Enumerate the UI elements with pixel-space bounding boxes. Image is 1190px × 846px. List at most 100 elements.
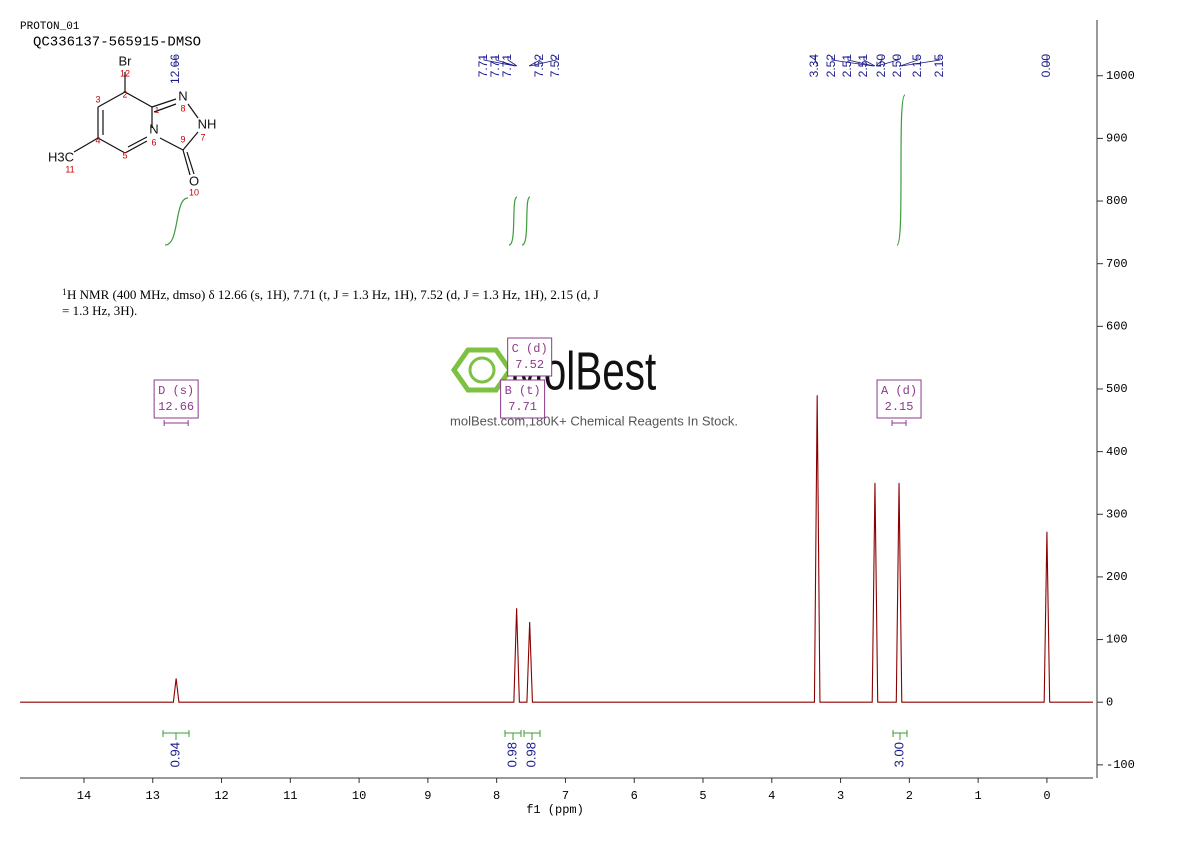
x-tick-label: 5 bbox=[699, 789, 706, 803]
peak-label: 7.52 bbox=[532, 54, 546, 78]
y-tick-label: 500 bbox=[1106, 382, 1128, 396]
x-tick-label: 12 bbox=[214, 789, 228, 803]
atom-label: 6 bbox=[151, 137, 156, 147]
multiplet-shift: 7.71 bbox=[508, 400, 537, 414]
peak-label: 7.71 bbox=[488, 54, 502, 78]
integral-label: 3.00 bbox=[891, 742, 906, 767]
peak-leader bbox=[814, 56, 819, 67]
sample-name: QC336137-565915-DMSO bbox=[33, 35, 201, 51]
peak-leader bbox=[495, 56, 517, 67]
atom-label: 7 bbox=[200, 132, 205, 142]
multiplet-shift: 2.15 bbox=[885, 400, 914, 414]
x-tick-label: 1 bbox=[975, 789, 982, 803]
atom-label: 12 bbox=[120, 68, 130, 78]
multiplet-label: B (t) bbox=[505, 384, 541, 398]
y-tick-label: 400 bbox=[1106, 445, 1128, 459]
atom-label: Br bbox=[119, 53, 133, 68]
x-tick-label: 11 bbox=[283, 789, 297, 803]
x-tick-label: 10 bbox=[352, 789, 366, 803]
y-tick-label: 300 bbox=[1106, 507, 1128, 521]
atom-label: N bbox=[178, 88, 187, 103]
peak-label: 2.15 bbox=[910, 54, 924, 78]
peak-leader bbox=[876, 56, 899, 67]
multiplet-box bbox=[500, 379, 546, 419]
integral-range bbox=[892, 730, 908, 740]
y-tick-label: 800 bbox=[1106, 194, 1128, 208]
atom-label: 10 bbox=[189, 187, 199, 197]
peak-leader bbox=[528, 56, 541, 67]
spectrum bbox=[20, 395, 1093, 703]
peak-label: 2.15 bbox=[932, 54, 946, 78]
integral-label: 0.98 bbox=[523, 742, 538, 767]
peak-leader bbox=[899, 56, 919, 67]
atom-label: 3 bbox=[95, 94, 100, 104]
multiplet-box bbox=[507, 337, 553, 377]
watermark-logo bbox=[450, 347, 514, 393]
x-tick-label: 2 bbox=[906, 789, 913, 803]
x-tick-label: 6 bbox=[631, 789, 638, 803]
peak-leader bbox=[483, 56, 516, 67]
atom-label: 8 bbox=[180, 103, 185, 113]
x-tick-label: 13 bbox=[146, 789, 160, 803]
integral-range bbox=[162, 730, 190, 740]
peak-label: 2.50 bbox=[890, 54, 904, 78]
atom-label: H3C bbox=[48, 149, 74, 164]
atom-label: 9 bbox=[180, 134, 185, 144]
atom-label: NH bbox=[198, 116, 217, 131]
y-tick-label: 900 bbox=[1106, 132, 1128, 146]
multiplet-label: A (d) bbox=[881, 384, 917, 398]
peak-label: 7.71 bbox=[476, 54, 490, 78]
peak-label: 2.52 bbox=[824, 54, 838, 78]
integral-label: 0.98 bbox=[504, 742, 519, 767]
integral-range bbox=[523, 730, 541, 740]
multiplet-shift: 12.66 bbox=[158, 400, 194, 414]
y-tick-label: 200 bbox=[1106, 570, 1128, 584]
x-tick-label: 7 bbox=[562, 789, 569, 803]
peak-label: 2.51 bbox=[840, 54, 854, 78]
y-tick-label: 0 bbox=[1106, 695, 1113, 709]
x-axis-label: f1 (ppm) bbox=[526, 803, 584, 817]
multiplet-shift: 7.52 bbox=[515, 358, 544, 372]
atom-label: O bbox=[189, 173, 199, 188]
peak-label: 7.52 bbox=[548, 54, 562, 78]
description-sup: 1 bbox=[62, 287, 67, 297]
multiplet-label: C (d) bbox=[512, 342, 548, 356]
peak-leader bbox=[529, 56, 557, 67]
multiplet-box bbox=[876, 379, 922, 419]
atom-label: 5 bbox=[122, 150, 127, 160]
y-tick-label: 600 bbox=[1106, 320, 1128, 334]
doc-id: PROTON_01 bbox=[20, 21, 80, 33]
x-tick-label: 14 bbox=[77, 789, 91, 803]
watermark-tagline: molBest.com,180K+ Chemical Reagents In S… bbox=[450, 413, 738, 428]
peak-label: 2.50 bbox=[874, 54, 888, 78]
peak-label: 3.34 bbox=[807, 54, 821, 78]
peak-leader bbox=[863, 56, 876, 67]
peak-label: 2.51 bbox=[856, 54, 870, 78]
multiplet-box bbox=[153, 379, 199, 419]
integral-range bbox=[504, 730, 522, 740]
integral-curves bbox=[164, 94, 906, 246]
y-tick-label: -100 bbox=[1106, 758, 1135, 772]
atom-label: 2 bbox=[122, 89, 127, 99]
x-tick-label: 3 bbox=[837, 789, 844, 803]
peak-leader bbox=[507, 56, 518, 67]
multiplet-range bbox=[891, 420, 907, 426]
description-line: H NMR (400 MHz, dmso) δ 12.66 (s, 1H), 7… bbox=[67, 287, 599, 302]
peak-label: 0.00 bbox=[1039, 54, 1053, 78]
description-line: = 1.3 Hz, 3H). bbox=[62, 303, 137, 318]
molecule-bonds bbox=[73, 72, 199, 176]
peak-leader bbox=[831, 56, 874, 67]
peak-leader bbox=[847, 56, 875, 67]
peak-leader bbox=[900, 56, 941, 67]
integral-label: 0.94 bbox=[167, 742, 182, 767]
x-tick-label: 4 bbox=[768, 789, 775, 803]
x-tick-label: 0 bbox=[1043, 789, 1050, 803]
atom-label: 11 bbox=[65, 164, 74, 174]
y-tick-label: 1000 bbox=[1106, 69, 1135, 83]
y-tick-label: 100 bbox=[1106, 633, 1128, 647]
multiplet-label: D (s) bbox=[158, 384, 194, 398]
atom-label: N bbox=[149, 121, 158, 136]
x-tick-label: 9 bbox=[424, 789, 431, 803]
peak-label: 7.71 bbox=[500, 54, 514, 78]
